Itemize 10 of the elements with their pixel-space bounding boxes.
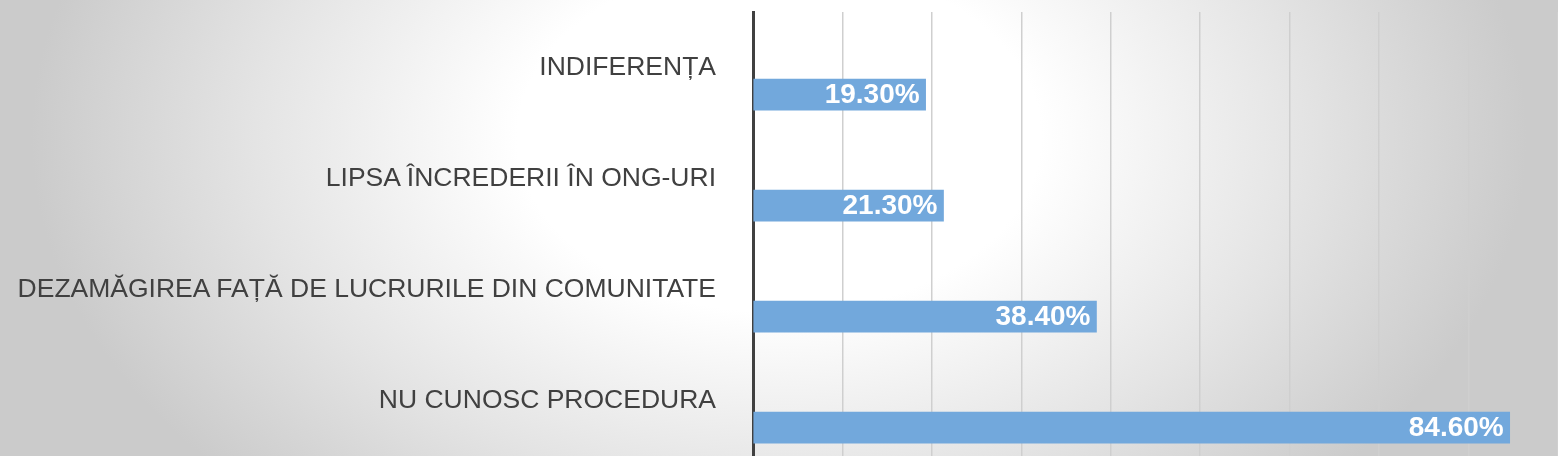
data-label: 38.40%	[995, 300, 1091, 332]
y-tick-label: DEZAMĂGIREA FAȚĂ DE LUCRURILE DIN COMUNITATE	[17, 272, 716, 303]
y-tick-label: INDIFERENȚA	[539, 50, 717, 81]
data-label: 21.30%	[842, 189, 938, 221]
bar	[753, 411, 1511, 444]
y-tick-label: NU CUNOSC PROCEDURA	[378, 383, 717, 414]
bar	[753, 300, 1097, 333]
data-label: 84.60%	[1408, 411, 1504, 443]
data-label: 19.30%	[824, 78, 920, 110]
y-tick-label: LIPSA ÎNCREDERII ÎN ONG-URI	[325, 161, 716, 192]
